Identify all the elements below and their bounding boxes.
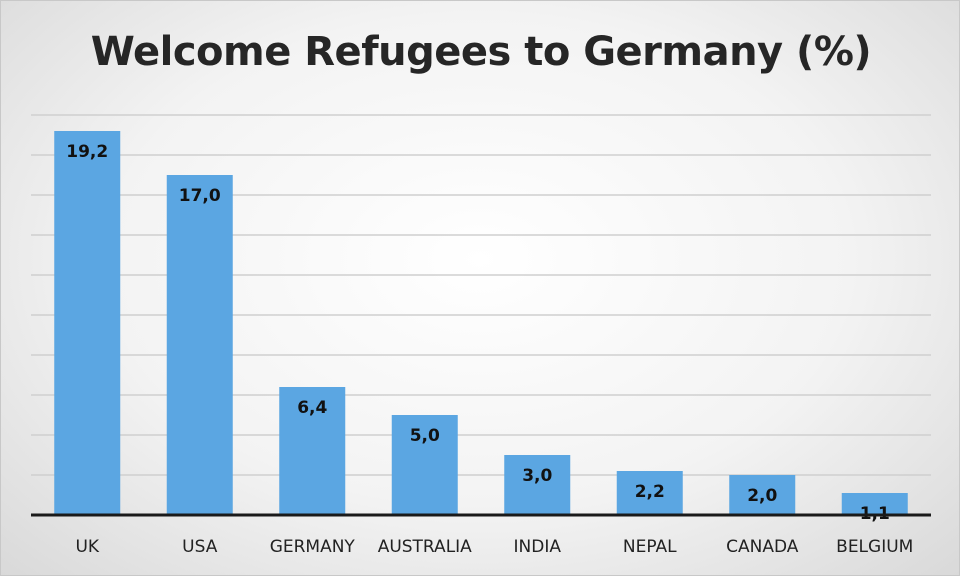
data-label-canada: 2,0 <box>747 486 777 506</box>
bars <box>54 131 908 515</box>
x-tick-label-india: INDIA <box>514 537 562 557</box>
data-label-australia: 5,0 <box>410 426 440 446</box>
bar-canada <box>729 475 796 515</box>
bar-germany <box>279 387 346 515</box>
bar-nepal <box>616 471 683 515</box>
x-tick-label-belgium: BELGIUM <box>836 537 913 557</box>
x-tick-label-germany: GERMANY <box>270 537 356 557</box>
x-tick-label-australia: AUSTRALIA <box>378 537 472 557</box>
x-tick-label-nepal: NEPAL <box>623 537 677 557</box>
x-tick-label-usa: USA <box>182 537 218 557</box>
gridlines <box>31 114 931 476</box>
data-label-germany: 6,4 <box>297 398 327 418</box>
x-tick-labels: UK USA GERMANY AUSTRALIA INDIA NEPAL CANADA BEL… <box>75 537 913 557</box>
bar-australia <box>391 415 458 515</box>
bar-uk <box>54 131 121 515</box>
bar-india <box>504 455 571 515</box>
bar-belgium <box>841 493 908 515</box>
bar-usa <box>166 175 233 515</box>
chart-title: Welcome Refugees to Germany (%) <box>90 29 872 75</box>
x-tick-label-uk: UK <box>75 537 99 557</box>
data-label-uk: 19,2 <box>66 142 108 162</box>
data-label-india: 3,0 <box>522 466 552 486</box>
x-tick-label-canada: CANADA <box>726 537 799 557</box>
data-label-usa: 17,0 <box>179 186 221 206</box>
data-label-nepal: 2,2 <box>635 482 665 502</box>
